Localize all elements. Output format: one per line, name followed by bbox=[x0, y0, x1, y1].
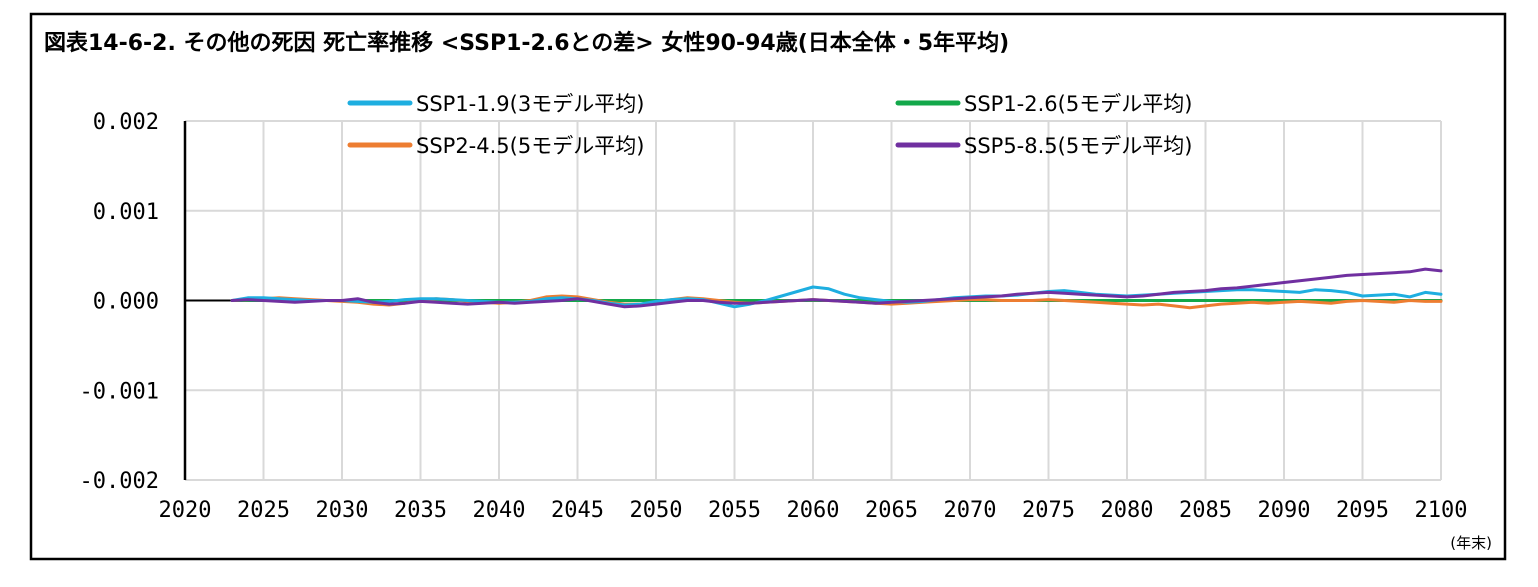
x-tick-label: 2040 bbox=[473, 498, 526, 523]
legend-label: SSP2-4.5(5モデル平均) bbox=[416, 134, 644, 158]
x-tick-label: 2075 bbox=[1022, 498, 1075, 523]
x-tick-label: 2085 bbox=[1179, 498, 1232, 523]
x-tick-label: 2095 bbox=[1336, 498, 1389, 523]
x-unit-label: (年末) bbox=[1450, 534, 1492, 552]
legend-label: SSP1-1.9(3モデル平均) bbox=[416, 92, 644, 116]
x-tick-label: 2020 bbox=[159, 498, 212, 523]
x-tick-label: 2080 bbox=[1101, 498, 1154, 523]
x-tick-label: 2090 bbox=[1258, 498, 1311, 523]
legend-layer: SSP1-1.9(3モデル平均) SSP1-2.6(5モデル平均) SSP2-4.5… bbox=[347, 92, 1192, 158]
x-tick-label: 2035 bbox=[394, 498, 447, 523]
y-tick-label: -0.001 bbox=[80, 379, 159, 404]
x-tick-label: 2050 bbox=[630, 498, 683, 523]
y-tick-label: 0.000 bbox=[93, 290, 159, 315]
x-tick-label: 2060 bbox=[787, 498, 840, 523]
x-tick-label: 2055 bbox=[708, 498, 761, 523]
x-tick-label: 2100 bbox=[1415, 498, 1468, 523]
series-layer bbox=[230, 267, 1443, 310]
x-tick-label: 2065 bbox=[865, 498, 918, 523]
y-tick-label: 0.001 bbox=[93, 200, 159, 225]
legend-label: SSP1-2.6(5モデル平均) bbox=[964, 92, 1192, 116]
x-tick-label: 2030 bbox=[316, 498, 369, 523]
series-line-0 bbox=[230, 285, 1443, 309]
legend-label: SSP5-8.5(5モデル平均) bbox=[964, 134, 1192, 158]
chart-title: 図表14-6-2. その他の死因 死亡率推移 <SSP1-2.6との差> 女性9… bbox=[44, 30, 1009, 56]
y-tick-label: 0.002 bbox=[93, 110, 159, 135]
y-tick-label: -0.002 bbox=[80, 469, 159, 494]
x-tick-label: 2045 bbox=[551, 498, 604, 523]
series-line-3 bbox=[230, 267, 1443, 309]
x-tick-label: 2025 bbox=[237, 498, 290, 523]
x-tick-label: 2070 bbox=[944, 498, 997, 523]
